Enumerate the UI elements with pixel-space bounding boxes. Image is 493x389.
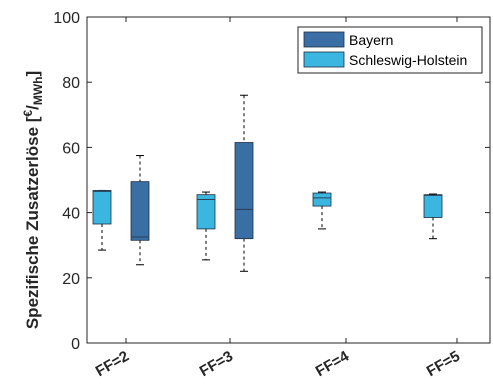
y-tick-label: 100: [53, 10, 80, 27]
y-axis-label-unit-num: €: [21, 110, 35, 117]
legend-swatch: [303, 31, 345, 48]
legend-swatch: [303, 51, 345, 68]
y-axis-label-main: Spezifische Zusatzerlöse [: [23, 116, 42, 329]
box: [196, 194, 216, 230]
y-axis-label: Spezifische Zusatzerlöse [€/MWh]: [21, 71, 45, 329]
y-axis-label-close: ]: [23, 71, 42, 77]
x-tick-label: FF=2: [93, 348, 132, 380]
box: [234, 142, 254, 240]
axes-box: [86, 16, 491, 344]
y-tick-label: 80: [62, 75, 80, 92]
x-tick-label: FF=4: [313, 347, 353, 380]
y-axis-label-unit-den: MWh: [31, 77, 45, 106]
y-tick-label: 20: [62, 271, 80, 288]
box: [92, 190, 112, 225]
y-tick-label: 60: [62, 140, 80, 157]
legend-entry: Bayern: [349, 32, 393, 48]
y-axis-label-unit-slash: /: [23, 105, 42, 110]
box: [130, 181, 150, 241]
y-tick-label: 0: [71, 336, 80, 353]
plot-area: 0 20 40 60 80 100 FF=2 FF=3 FF=4 FF=5 Bayern Schles…: [53, 10, 491, 380]
box: [312, 192, 332, 207]
x-tick-label: FF=3: [197, 348, 236, 380]
legend-entry: Schleswig-Holstein: [349, 52, 467, 68]
x-tick-label: FF=5: [424, 348, 463, 380]
y-tick-label: 40: [62, 206, 80, 223]
box: [423, 194, 443, 218]
